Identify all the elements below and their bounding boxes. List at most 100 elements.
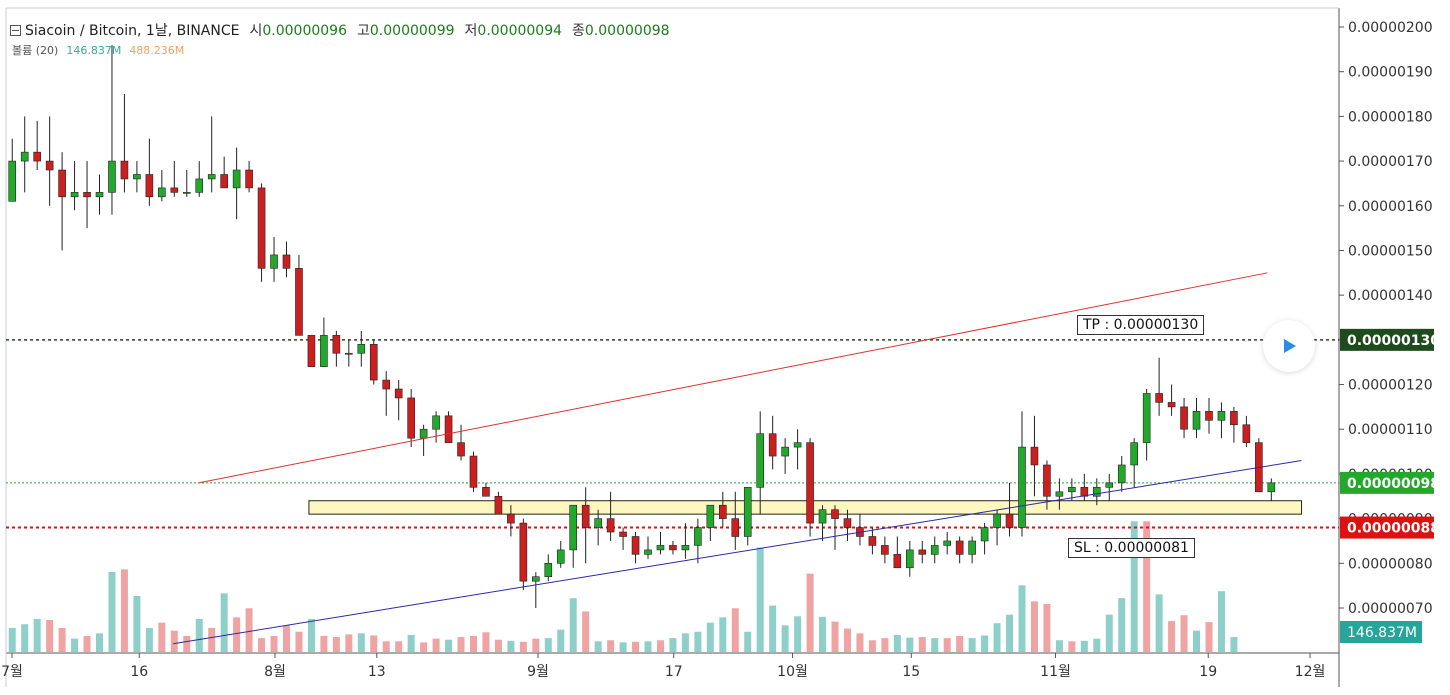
volume-bar bbox=[1130, 521, 1138, 652]
volume-bar bbox=[145, 628, 153, 652]
candle-body bbox=[1043, 464, 1051, 497]
chart-axes bbox=[5, 7, 1340, 687]
volume-bar bbox=[469, 636, 477, 652]
volume-bar bbox=[382, 641, 390, 652]
candle-body bbox=[120, 160, 129, 180]
close-label: 종 bbox=[572, 23, 585, 39]
candle-body bbox=[195, 178, 204, 193]
volume-bar bbox=[432, 638, 440, 652]
volume-bar bbox=[1155, 594, 1163, 652]
candle-body bbox=[1242, 424, 1251, 443]
candle-body bbox=[332, 335, 341, 354]
tp-price-badge: 0.00000130 bbox=[1347, 333, 1440, 349]
volume-bar bbox=[706, 622, 714, 652]
volume-bar bbox=[769, 605, 777, 652]
volume-bar bbox=[46, 620, 54, 652]
sl-annotation[interactable]: SL : 0.00000081 bbox=[1068, 538, 1195, 558]
volume-bar bbox=[133, 596, 141, 652]
tp-annotation[interactable]: TP : 0.00000130 bbox=[1077, 315, 1205, 335]
volume-bar bbox=[58, 628, 66, 652]
volume-bar bbox=[1193, 630, 1201, 652]
volume-bar bbox=[731, 608, 739, 652]
volume-bar bbox=[632, 641, 640, 652]
candle-body bbox=[382, 379, 391, 390]
volume-bar bbox=[1080, 640, 1088, 652]
candle-body bbox=[694, 527, 702, 546]
candle-body bbox=[1167, 402, 1176, 408]
candle-body bbox=[1117, 464, 1126, 484]
volume-bar bbox=[1030, 601, 1038, 652]
candle-body bbox=[369, 344, 378, 381]
volume-bar bbox=[420, 642, 428, 652]
volume-bar bbox=[320, 636, 328, 652]
candle-body bbox=[1142, 393, 1151, 443]
volume-bar bbox=[619, 642, 627, 652]
volume-bar bbox=[519, 641, 527, 652]
tp-price-badge-bg bbox=[1340, 328, 1434, 351]
volume-bar bbox=[681, 633, 689, 652]
candle-body bbox=[45, 160, 54, 171]
y-tick-label: 0.00000110 bbox=[1348, 422, 1433, 438]
volume-bar bbox=[656, 640, 664, 652]
x-tick-label: 13 bbox=[368, 664, 386, 680]
candle-body bbox=[444, 415, 453, 443]
volume-bar bbox=[183, 636, 191, 652]
volume-bar bbox=[295, 631, 303, 652]
candle-body bbox=[818, 509, 827, 524]
candle-body bbox=[1155, 393, 1163, 403]
candle-body bbox=[307, 335, 316, 367]
candle-body bbox=[1130, 442, 1138, 466]
high-label: 고 bbox=[357, 23, 370, 39]
volume-bar bbox=[1168, 621, 1176, 652]
volume-bar bbox=[370, 635, 378, 652]
candle-body bbox=[619, 531, 627, 537]
candle-body bbox=[207, 174, 216, 180]
x-tick-label: 7월 bbox=[1, 664, 23, 680]
candle-body bbox=[108, 160, 116, 193]
candle-body bbox=[644, 549, 652, 555]
last-price-badge: 0.00000098 bbox=[1347, 476, 1440, 492]
candle-body bbox=[70, 192, 79, 198]
volume-bar bbox=[843, 628, 851, 652]
play-button[interactable] bbox=[1263, 320, 1315, 372]
candle-body bbox=[507, 513, 515, 524]
y-tick-label: 0.00000080 bbox=[1348, 556, 1433, 572]
volume-bar bbox=[819, 616, 827, 652]
minus-square-icon[interactable] bbox=[10, 24, 21, 36]
x-tick-label: 16 bbox=[130, 664, 148, 680]
price-badges: 0.00000130 0.00000098 0.00000088 146.837M bbox=[1340, 328, 1440, 643]
candle-body bbox=[469, 455, 478, 488]
low-value: 0.00000094 bbox=[477, 23, 563, 39]
sl-price-badge: 0.00000088 bbox=[1347, 521, 1440, 537]
candle-body bbox=[1068, 487, 1076, 493]
volume-bar bbox=[931, 638, 939, 652]
candle-body bbox=[781, 446, 789, 457]
candle-body bbox=[743, 487, 752, 537]
candle-body bbox=[419, 428, 428, 439]
x-tick-label: 11월 bbox=[1040, 664, 1071, 680]
volume-bar bbox=[108, 572, 116, 652]
volume-label: 볼륨 (20) bbox=[12, 44, 59, 57]
volume-bar bbox=[806, 573, 814, 652]
volume-bar bbox=[557, 629, 565, 652]
candle-body bbox=[83, 192, 91, 198]
open-label: 시 bbox=[249, 23, 263, 39]
volume-bar bbox=[1018, 585, 1026, 652]
volume-bars bbox=[8, 521, 1238, 652]
volume-bar bbox=[1105, 614, 1113, 652]
candle-body bbox=[581, 504, 590, 528]
volume-bar bbox=[781, 625, 789, 652]
candle-body bbox=[656, 545, 665, 551]
volume-bar bbox=[96, 633, 104, 652]
volume-bar bbox=[956, 636, 964, 652]
volume-bar bbox=[1217, 591, 1225, 652]
candle-body bbox=[1192, 411, 1201, 430]
x-tick-label: 19 bbox=[1199, 664, 1217, 680]
candle-body bbox=[1205, 411, 1213, 421]
volume-badge: 146.837M bbox=[1347, 625, 1417, 641]
volume-bar bbox=[345, 634, 353, 652]
volume-bar bbox=[1143, 521, 1151, 652]
candle-body bbox=[993, 513, 1001, 528]
volume-bar bbox=[307, 618, 315, 652]
